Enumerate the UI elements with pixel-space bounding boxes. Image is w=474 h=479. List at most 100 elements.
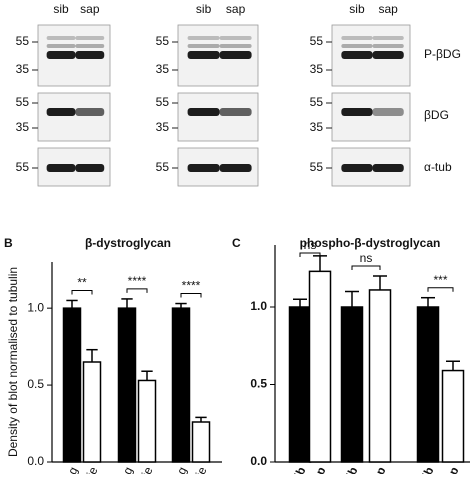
significance-bracket <box>299 252 321 257</box>
y-tick-label: 0.0 <box>27 454 44 468</box>
faint-band <box>372 36 404 40</box>
bar <box>288 306 312 463</box>
x-tick-label: sibling <box>109 465 136 474</box>
faint-band <box>46 36 76 40</box>
band <box>341 51 373 59</box>
blot-panel <box>37 92 111 142</box>
significance-label: ns <box>304 238 317 252</box>
marker-label: 35 <box>16 120 30 134</box>
marker-label: 55 <box>156 34 170 48</box>
band <box>372 51 404 59</box>
panel-label: B <box>4 236 13 250</box>
bar <box>368 289 392 463</box>
x-tick-label: sap <box>307 465 328 474</box>
marker-label: 55 <box>310 160 324 174</box>
band <box>46 51 76 59</box>
faint-band <box>372 44 404 48</box>
significance-bracket <box>71 289 93 295</box>
band <box>75 51 105 59</box>
bar <box>82 361 102 463</box>
lane-label: sap <box>80 2 100 16</box>
faint-band <box>46 44 76 48</box>
x-tick-label: sib <box>417 465 437 474</box>
bar <box>308 270 332 463</box>
band <box>372 108 404 116</box>
band <box>46 164 76 172</box>
marker-label: 55 <box>16 34 30 48</box>
faint-band <box>75 36 105 40</box>
bar <box>137 379 157 463</box>
y-axis-label: Density of blot normalised to tubulin <box>6 267 20 457</box>
faint-band <box>219 36 252 40</box>
marker-label: 55 <box>310 95 324 109</box>
band <box>46 108 76 116</box>
band <box>341 108 373 116</box>
x-tick-label: sib <box>289 465 309 474</box>
blot-panel <box>177 92 259 142</box>
marker-label: 55 <box>156 95 170 109</box>
x-tick-label: sibling <box>54 465 81 474</box>
y-tick-label: 0.5 <box>250 377 267 391</box>
lane-label: sib <box>196 2 212 16</box>
band <box>187 108 220 116</box>
band <box>219 164 252 172</box>
bar <box>171 307 191 463</box>
bar <box>416 306 440 463</box>
significance-bracket <box>180 293 202 298</box>
significance-bracket <box>427 287 454 292</box>
significance-label: **** <box>128 274 147 288</box>
lane-label: sib <box>349 2 365 16</box>
band <box>75 164 105 172</box>
y-tick-label: 1.0 <box>250 299 267 313</box>
bar <box>117 307 137 463</box>
x-tick-label: sap <box>367 465 388 474</box>
x-tick-label: sap <box>440 465 461 474</box>
significance-label: ** <box>77 276 87 290</box>
faint-band <box>341 36 373 40</box>
bar <box>191 421 211 463</box>
faint-band <box>219 44 252 48</box>
marker-label: 55 <box>16 95 30 109</box>
row-label: P-βDG <box>424 47 461 61</box>
band <box>219 108 252 116</box>
significance-label: **** <box>182 279 201 293</box>
significance-label: *** <box>433 273 447 287</box>
marker-label: 35 <box>310 62 324 76</box>
band <box>75 108 105 116</box>
lane-label: sap <box>378 2 398 16</box>
band <box>372 164 404 172</box>
chart-title: phospho-β-dystroglycan <box>300 236 441 250</box>
marker-label: 55 <box>16 160 30 174</box>
band <box>187 164 220 172</box>
chart-title: β-dystroglycan <box>85 236 171 250</box>
significance-bracket <box>351 265 381 270</box>
lane-label: sap <box>226 2 246 16</box>
faint-band <box>341 44 373 48</box>
marker-label: 55 <box>156 160 170 174</box>
band <box>187 51 220 59</box>
x-tick-label: sib <box>341 465 361 474</box>
x-tick-label: sibling <box>163 465 190 474</box>
bar <box>340 306 364 463</box>
significance-bracket <box>126 288 148 293</box>
lane-label: sib <box>53 2 69 16</box>
marker-label: 55 <box>310 34 324 48</box>
faint-band <box>75 44 105 48</box>
y-tick-label: 0.5 <box>27 377 44 391</box>
faint-band <box>187 44 220 48</box>
row-label: βDG <box>424 108 449 122</box>
marker-label: 35 <box>156 62 170 76</box>
band <box>341 164 373 172</box>
y-tick-label: 1.0 <box>27 300 44 314</box>
band <box>219 51 252 59</box>
significance-label: ns <box>360 251 373 265</box>
marker-label: 35 <box>310 120 324 134</box>
panel-label: C <box>232 236 241 250</box>
bar <box>441 369 465 463</box>
blot-panel <box>331 92 411 142</box>
marker-label: 35 <box>156 120 170 134</box>
marker-label: 35 <box>16 62 30 76</box>
row-label: α-tub <box>424 160 452 174</box>
faint-band <box>187 36 220 40</box>
